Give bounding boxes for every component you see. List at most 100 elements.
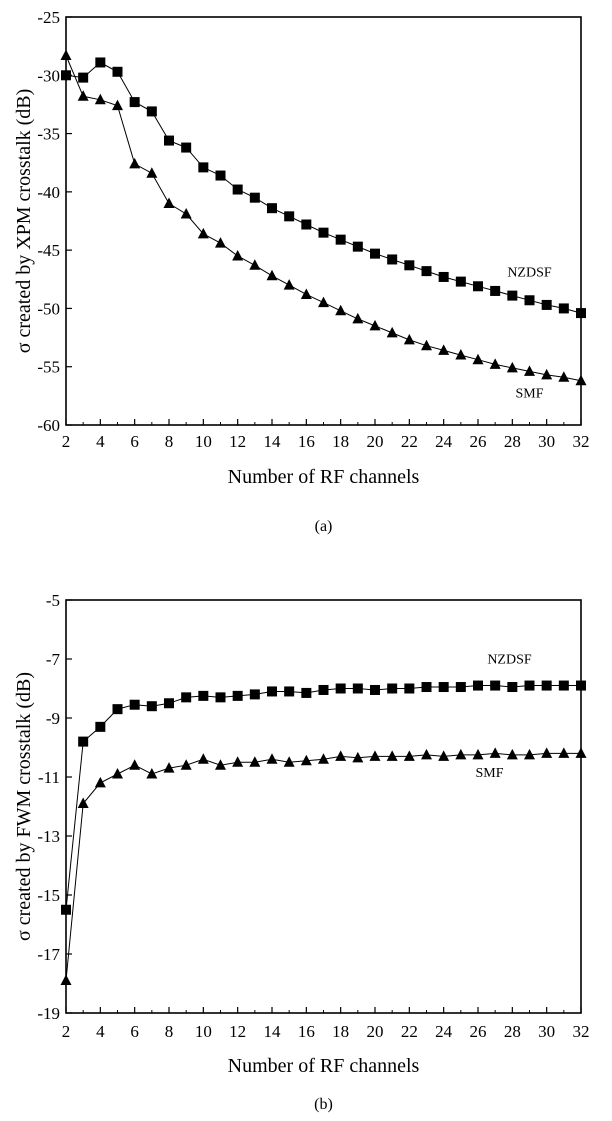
data-point-triangle	[541, 747, 553, 758]
data-point-triangle	[558, 747, 570, 758]
data-point-square	[164, 698, 174, 709]
y-tick-label: -17	[37, 945, 60, 964]
x-tick-label: 10	[195, 432, 212, 451]
x-tick-label: 4	[96, 1022, 105, 1041]
data-point-triangle	[249, 756, 261, 767]
x-tick-label: 8	[165, 1022, 174, 1041]
data-point-triangle	[472, 353, 484, 365]
x-tick-label: 14	[264, 432, 282, 451]
data-point-square	[558, 303, 569, 314]
x-tick-label: 22	[401, 1022, 418, 1041]
data-point-triangle	[455, 349, 467, 360]
data-point-square	[78, 72, 89, 83]
data-point-square	[198, 690, 209, 701]
data-point-triangle	[335, 750, 347, 761]
data-point-square	[507, 290, 518, 301]
data-point-triangle	[318, 753, 329, 764]
data-point-triangle	[77, 797, 89, 809]
data-point-square	[198, 162, 209, 173]
data-point-triangle	[558, 371, 570, 382]
data-point-square	[541, 299, 552, 310]
chart-b: 2 4 6 8 10 12 14 16 18 20 22 24 26 28 30 32-19-17-15-13…	[13, 591, 590, 1113]
data-point-square	[352, 683, 363, 694]
x-tick-label: 32	[573, 432, 590, 451]
data-point-square	[404, 260, 415, 271]
y-axis-title: σ created by XPM crosstalk (dB)	[13, 89, 35, 354]
data-point-triangle	[197, 227, 209, 239]
data-point-square	[438, 682, 449, 693]
data-point-triangle	[112, 99, 123, 111]
y-tick-label: -50	[37, 299, 60, 318]
data-point-triangle	[455, 748, 467, 760]
data-point-triangle	[438, 750, 450, 761]
data-point-square	[284, 211, 295, 222]
data-point-triangle	[283, 279, 295, 290]
data-point-square	[576, 308, 586, 319]
data-point-square	[267, 686, 277, 697]
data-point-square	[387, 683, 398, 694]
data-point-square	[455, 276, 466, 287]
x-tick-label: 6	[130, 1022, 139, 1041]
data-point-square	[318, 227, 329, 238]
data-point-square	[352, 241, 363, 252]
x-tick-label: 18	[332, 432, 349, 451]
data-point-square	[421, 682, 432, 693]
data-point-triangle	[129, 157, 141, 169]
data-point-square	[215, 170, 226, 181]
data-point-triangle	[146, 167, 158, 178]
data-point-square	[78, 736, 89, 747]
data-point-square	[112, 66, 123, 77]
x-tick-label: 24	[435, 1022, 453, 1041]
series-label-smf: SMF	[515, 386, 543, 401]
x-tick-label: 18	[332, 1022, 349, 1041]
data-point-triangle	[421, 748, 432, 760]
data-point-triangle	[60, 49, 72, 60]
data-point-square	[61, 904, 71, 915]
data-point-square	[473, 680, 483, 691]
y-tick-label: -19	[37, 1004, 60, 1023]
data-point-triangle	[232, 756, 244, 767]
data-point-triangle	[197, 753, 209, 764]
data-point-square	[61, 70, 71, 81]
data-point-square	[387, 254, 398, 265]
data-point-triangle	[60, 974, 72, 986]
data-point-triangle	[266, 753, 278, 764]
data-point-triangle	[575, 747, 587, 758]
data-point-square	[249, 689, 260, 700]
data-point-triangle	[180, 208, 192, 219]
data-point-square	[370, 248, 380, 259]
data-point-square	[404, 683, 415, 694]
y-tick-label: -11	[38, 768, 60, 787]
x-tick-label: 12	[229, 1022, 246, 1041]
series-label-nzdsf: NZDSF	[487, 653, 532, 668]
data-point-square	[490, 285, 501, 296]
data-point-square	[507, 682, 518, 693]
data-point-square	[335, 683, 346, 694]
y-tick-label: -15	[37, 886, 60, 905]
data-point-square	[129, 97, 140, 108]
x-tick-label: 26	[470, 1022, 487, 1041]
y-tick-label: -60	[37, 416, 60, 435]
y-tick-label: -40	[37, 183, 60, 202]
data-point-triangle	[232, 249, 244, 261]
x-tick-label: 2	[62, 432, 71, 451]
series-line-nzdsf	[65, 685, 581, 910]
chart-a: 2 4 6 8 10 12 14 16 18 20 22 24 26 28 30 32-60-55-50-45…	[13, 8, 590, 535]
data-point-square	[146, 701, 157, 712]
data-point-square	[232, 690, 243, 701]
data-point-triangle	[524, 748, 535, 760]
data-point-square	[301, 687, 312, 698]
x-tick-label: 8	[165, 432, 174, 451]
x-tick-label: 28	[504, 1022, 521, 1041]
y-tick-label: -30	[37, 66, 60, 85]
data-point-square	[146, 106, 157, 117]
chart-caption: (a)	[315, 518, 333, 535]
data-point-triangle	[283, 756, 295, 767]
data-point-triangle	[506, 748, 518, 760]
data-point-square	[558, 680, 569, 691]
data-point-square	[112, 704, 123, 715]
data-point-triangle	[163, 197, 175, 209]
data-point-square	[335, 234, 346, 245]
data-point-triangle	[421, 339, 432, 351]
